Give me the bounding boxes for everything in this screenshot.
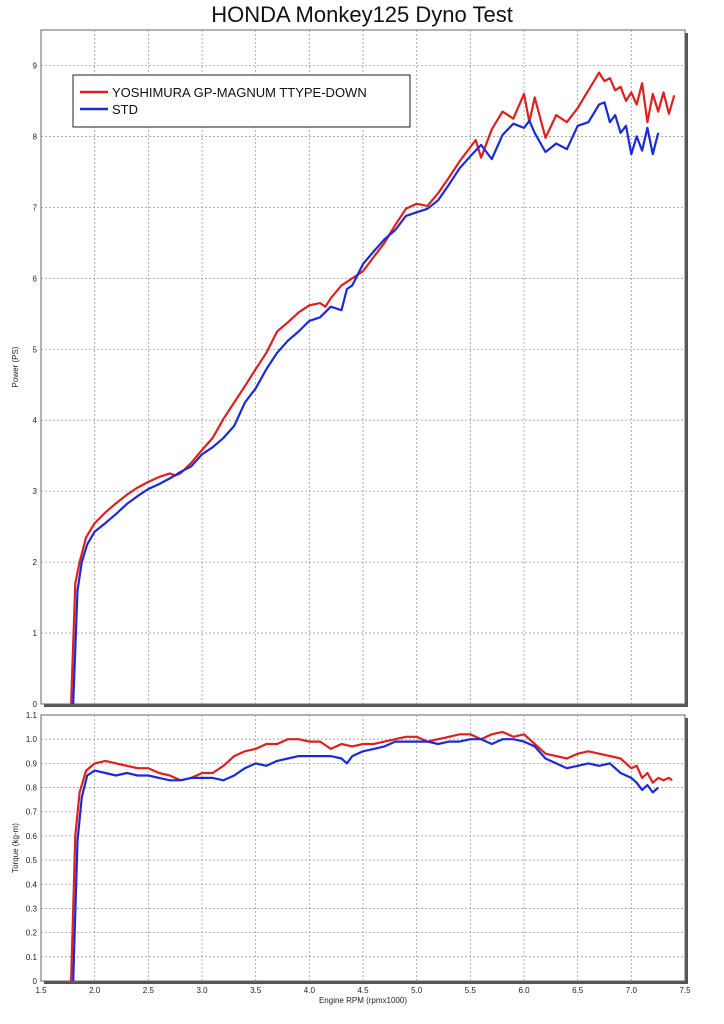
power-ytick-label: 7 (33, 203, 38, 212)
torque-ytick-label: 0.6 (26, 832, 38, 841)
power-ytick-label: 5 (33, 345, 38, 354)
power-panel: 0 1 2 3 4 5 6 7 8 9 Power (PS) (11, 29, 688, 709)
power-ytick-label: 8 (33, 132, 38, 141)
xtick-label: 5.0 (411, 986, 423, 995)
xtick-label: 2.5 (143, 986, 155, 995)
chart-title: HONDA Monkey125 Dyno Test (211, 2, 513, 27)
power-ytick-label: 3 (33, 487, 38, 496)
xtick-label: 6.5 (572, 986, 584, 995)
power-series-yoshimura (70, 71, 676, 705)
xtick-label: 4.0 (304, 986, 316, 995)
torque-ytick-label: 1.1 (26, 711, 38, 720)
power-series-std (72, 101, 660, 705)
torque-series-yoshimura (70, 730, 673, 982)
xtick-label: 7.0 (626, 986, 638, 995)
torque-ytick-label: 0.3 (26, 904, 38, 913)
power-ytick-label: 0 (33, 700, 38, 709)
xtick-label: 7.5 (679, 986, 691, 995)
legend-entry: YOSHIMURA GP-MAGNUM TTYPE-DOWN (112, 85, 367, 100)
torque-ylabel: Torque (kg-m) (11, 823, 20, 873)
xtick-label: 4.5 (357, 986, 369, 995)
xlabel: Engine RPM (rpmx1000) (319, 996, 407, 1005)
power-ytick-label: 4 (33, 416, 38, 425)
torque-ytick-label: 0.1 (26, 953, 38, 962)
legend-box (72, 74, 411, 128)
torque-panel: 0 0.1 0.2 0.3 0.4 0.5 0.6 0.7 0.8 0.9 1.0 1.1 Torque… (11, 711, 691, 1005)
power-ytick-label: 6 (33, 274, 38, 283)
torque-ytick-label: 0.4 (26, 880, 38, 889)
power-ytick-label: 9 (33, 61, 38, 70)
xtick-label: 3.0 (196, 986, 208, 995)
torque-series-std (72, 738, 659, 982)
torque-ytick-label: 0.5 (26, 856, 38, 865)
torque-ytick-label: 1.0 (26, 735, 38, 744)
power-ytick-label: 1 (33, 629, 38, 638)
power-ylabel: Power (PS) (11, 346, 20, 387)
torque-ytick-label: 0.2 (26, 929, 38, 938)
torque-ytick-label: 0.7 (26, 808, 38, 817)
xtick-label: 5.5 (465, 986, 477, 995)
torque-ytick-label: 0 (33, 977, 38, 986)
legend: YOSHIMURA GP-MAGNUM TTYPE-DOWN STD (72, 74, 411, 128)
power-ytick-label: 2 (33, 558, 38, 567)
xtick-label: 2.0 (89, 986, 101, 995)
torque-ytick-label: 0.8 (26, 784, 38, 793)
xtick-label: 6.0 (518, 986, 530, 995)
legend-entry: STD (112, 102, 138, 117)
xtick-label: 3.5 (250, 986, 262, 995)
xtick-label: 1.5 (35, 986, 47, 995)
torque-ytick-label: 0.9 (26, 759, 38, 768)
